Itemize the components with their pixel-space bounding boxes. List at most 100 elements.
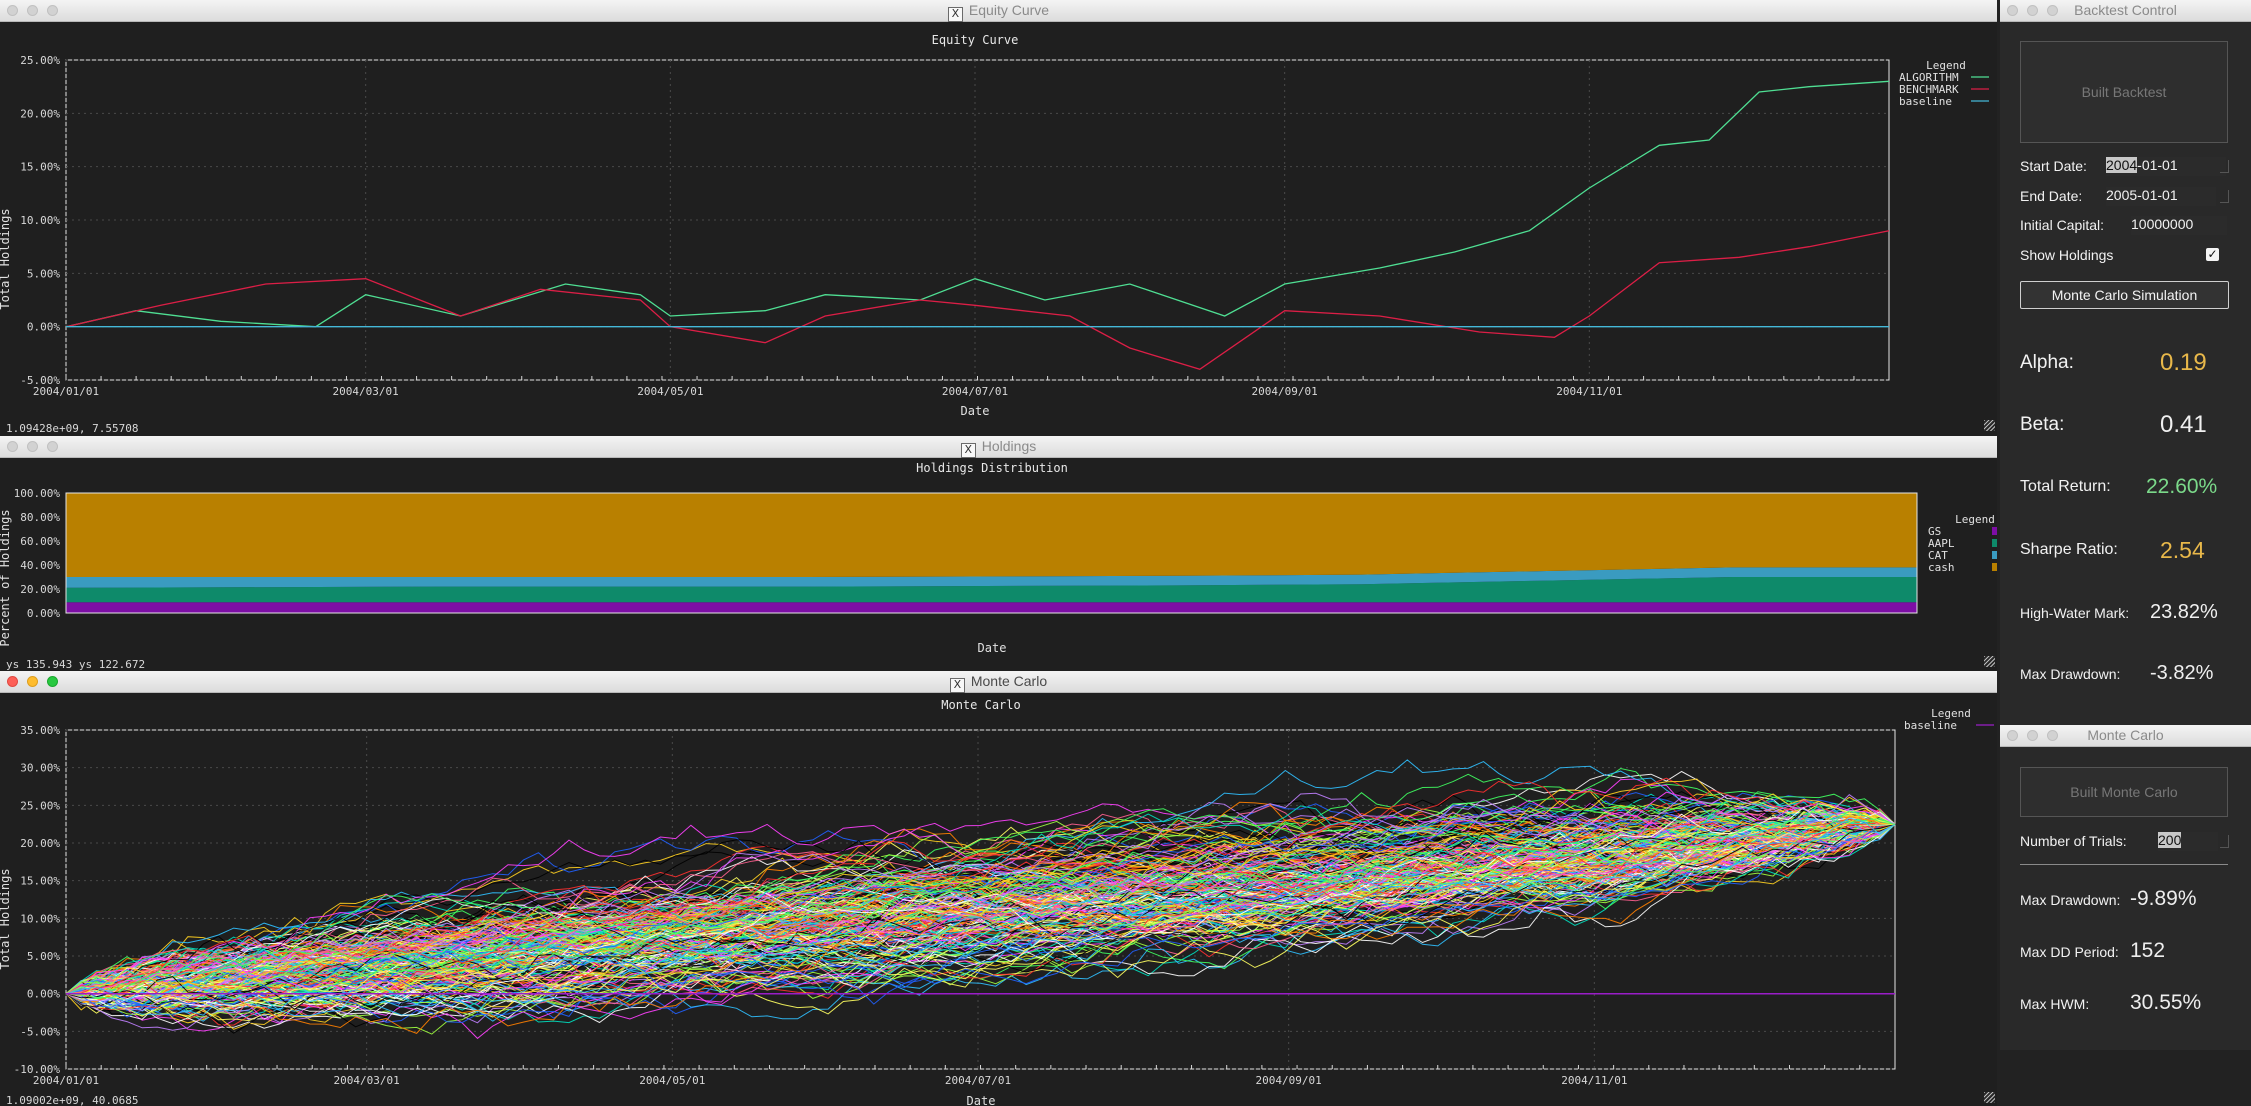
montecarlo-path-line [65, 823, 1896, 1011]
holdings-y-axis-label: Percent of Holdings [0, 509, 12, 646]
montecarlo-path-line [65, 821, 1896, 1024]
montecarlo-y-tick-label: 35.00% [20, 724, 60, 737]
holdings-window-titlebar[interactable]: X Holdings [0, 436, 1997, 458]
montecarlo-path-line [65, 806, 1896, 1017]
minimize-button[interactable] [27, 441, 38, 452]
beta-value: 0.41 [2160, 411, 2207, 438]
holdings-legend-swatch [1992, 539, 1997, 547]
equity-chart-title: Equity Curve [932, 33, 1019, 47]
montecarlo-path-line [65, 823, 1896, 1003]
montecarlo-path-line [65, 800, 1896, 1010]
holdings-area-aapl [66, 577, 1917, 603]
monte-carlo-window-title: Monte Carlo [970, 673, 1048, 689]
monte-carlo-window-titlebar[interactable]: X Monte Carlo [0, 671, 1997, 693]
x11-icon: X [947, 7, 963, 22]
montecarlo-y-tick-label: 5.00% [27, 950, 60, 963]
start-date-input[interactable]: 2004-01-01 [2106, 157, 2226, 176]
equity-y-tick-label: 0.00% [27, 321, 60, 334]
montecarlo-y-tick-label: -10.00% [14, 1063, 61, 1076]
mc-max-hwm-value: 30.55% [2130, 991, 2202, 1014]
zoom-button[interactable] [47, 5, 58, 16]
end-date-label: End Date: [2020, 188, 2083, 204]
close-button[interactable] [2007, 5, 2018, 16]
holdings-y-tick-label: 60.00% [20, 535, 60, 548]
montecarlo-legend-entry: baseline [1904, 719, 1957, 732]
show-holdings-checkbox[interactable]: ✓ [2206, 247, 2219, 261]
minimize-button[interactable] [27, 676, 38, 687]
monte-carlo-window: X Monte Carlo Monte Carlo Date Total Holdin… [0, 671, 1997, 1106]
holdings-chart[interactable]: Holdings Distribution Date Percent of Hold… [0, 458, 1997, 671]
holdings-legend-entry: GS [1928, 525, 1941, 538]
resize-grip-icon[interactable] [1984, 656, 1995, 667]
montecarlo-x-tick-label: 2004/11/01 [1561, 1074, 1627, 1087]
montecarlo-path-line [65, 818, 1896, 1001]
high-water-mark-value: 23.82% [2150, 601, 2218, 623]
resize-grip-icon[interactable] [1984, 1092, 1995, 1103]
divider [2020, 864, 2228, 865]
montecarlo-path-line [65, 805, 1896, 995]
x11-icon: X [949, 678, 965, 693]
holdings-y-tick-label: 0.00% [27, 607, 60, 620]
equity-x-tick-label: 2004/07/01 [942, 385, 1008, 398]
montecarlo-path-line [65, 821, 1896, 995]
montecarlo-paths-group [65, 759, 1896, 1040]
holdings-legend-entry: AAPL [1928, 537, 1955, 550]
equity-series-line-algorithm [65, 80, 1890, 328]
built-monte-carlo-button[interactable]: Built Monte Carlo [2020, 767, 2228, 817]
end-date-input[interactable]: 2005-01-01 [2106, 187, 2216, 206]
end-date-stepper[interactable] [2220, 190, 2229, 203]
holdings-window-title: Holdings [981, 438, 1037, 454]
zoom-button[interactable] [2047, 730, 2058, 741]
montecarlo-x-tick-label: 2004/03/01 [334, 1074, 400, 1087]
montecarlo-y-tick-label: 15.00% [20, 875, 60, 888]
montecarlo-path-line [65, 759, 1896, 995]
equity-series-line-benchmark [65, 230, 1890, 371]
equity-x-tick-label: 2004/11/01 [1556, 385, 1622, 398]
close-button[interactable] [7, 676, 18, 687]
montecarlo-y-tick-label: 0.00% [27, 988, 60, 1001]
beta-label: Beta: [2020, 414, 2065, 435]
montecarlo-path-line [65, 812, 1896, 1015]
minimize-button[interactable] [2027, 5, 2038, 16]
equity-curve-chart[interactable]: Equity Curve Date Total Holdings -5.00% 0.00… [0, 22, 1997, 436]
montecarlo-x-axis-label: Date [967, 1094, 996, 1106]
monte-carlo-chart[interactable]: Monte Carlo Date Total Holdings -10.00% -5.0… [0, 693, 1997, 1106]
equity-x-tick-label: 2004/01/01 [33, 385, 99, 398]
number-of-trials-input[interactable]: 200 [2158, 832, 2218, 851]
monte-carlo-control-title: Monte Carlo [2087, 727, 2164, 743]
montecarlo-y-tick-label: 10.00% [20, 912, 60, 925]
high-water-mark-label: High-Water Mark: [2020, 605, 2130, 621]
number-of-trials-label: Number of Trials: [2020, 833, 2127, 849]
montecarlo-path-line [65, 812, 1896, 997]
montecarlo-path-line [65, 823, 1896, 1000]
backtest-control-titlebar[interactable]: Backtest Control [2000, 0, 2251, 22]
start-date-rest: -01-01 [2137, 157, 2178, 173]
equity-window-titlebar[interactable]: X Equity Curve [0, 0, 1997, 22]
montecarlo-path-line [65, 801, 1896, 1002]
close-button[interactable] [7, 5, 18, 16]
equity-y-tick-label: 25.00% [20, 54, 60, 67]
initial-capital-label: Initial Capital: [2020, 217, 2105, 233]
holdings-legend-title: Legend [1955, 513, 1995, 526]
zoom-button[interactable] [47, 676, 58, 687]
resize-grip-icon[interactable] [1984, 420, 1995, 431]
number-of-trials-stepper[interactable] [2220, 835, 2229, 848]
built-backtest-button[interactable]: Built Backtest [2020, 41, 2228, 143]
close-button[interactable] [7, 441, 18, 452]
equity-legend-entry: ALGORITHM [1899, 71, 1959, 84]
minimize-button[interactable] [27, 5, 38, 16]
initial-capital-input[interactable]: 10000000 [2131, 216, 2227, 235]
monte-carlo-simulation-button[interactable]: Monte Carlo Simulation [2020, 281, 2229, 309]
equity-y-tick-label: -5.00% [20, 374, 60, 387]
montecarlo-path-line [65, 815, 1896, 1011]
monte-carlo-control-titlebar[interactable]: Monte Carlo [2000, 725, 2251, 747]
max-drawdown-value: -3.82% [2150, 662, 2214, 684]
montecarlo-y-tick-label: 20.00% [20, 837, 60, 850]
close-button[interactable] [2007, 730, 2018, 741]
start-date-stepper[interactable] [2220, 160, 2229, 173]
zoom-button[interactable] [2047, 5, 2058, 16]
zoom-button[interactable] [47, 441, 58, 452]
minimize-button[interactable] [2027, 730, 2038, 741]
montecarlo-path-line [65, 818, 1896, 1010]
equity-legend-entry: baseline [1899, 95, 1952, 108]
